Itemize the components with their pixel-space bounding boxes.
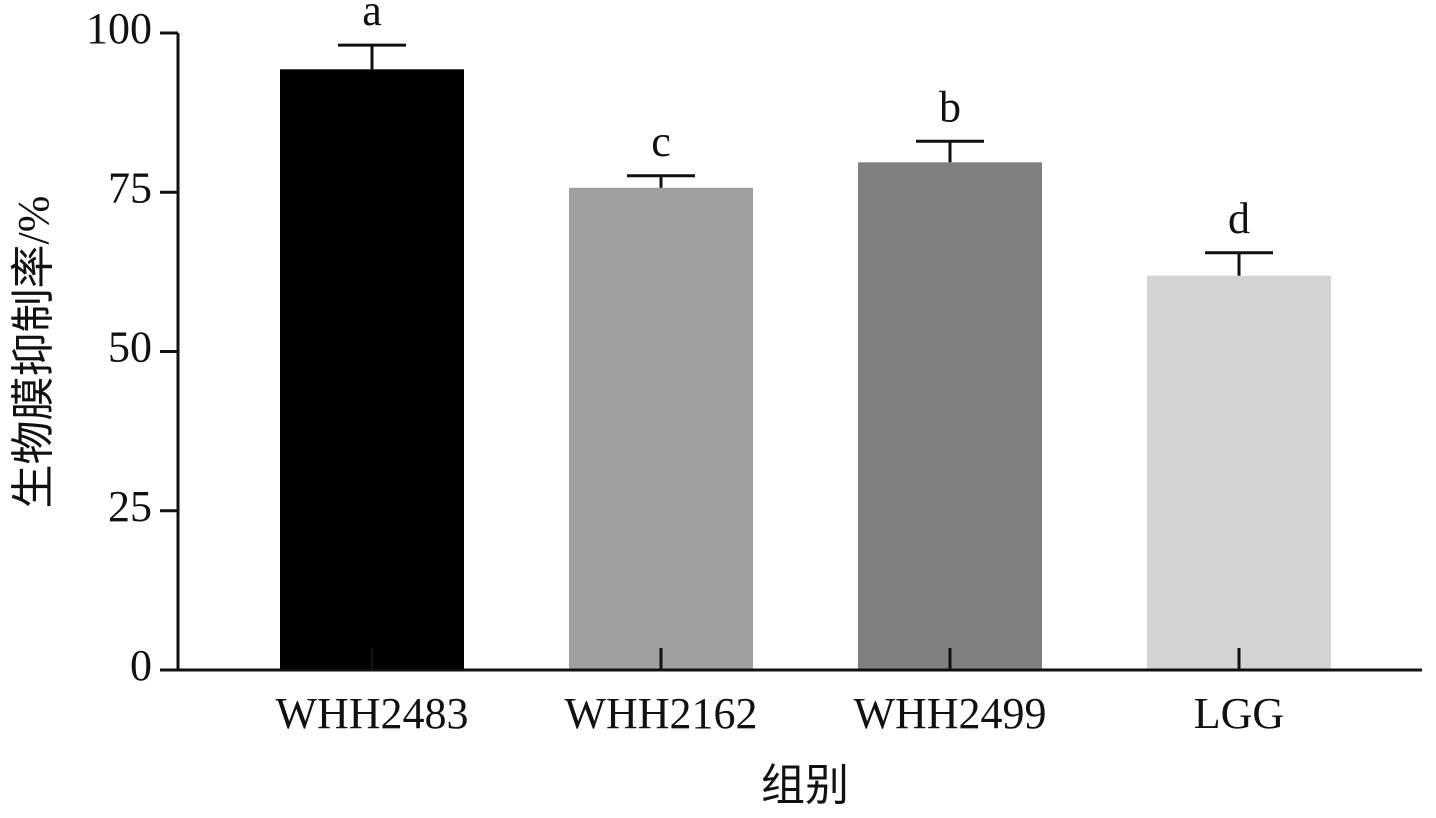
x-tick-label: WHH2162 [564,689,757,738]
bar [1147,275,1331,670]
x-tick-label: WHH2483 [275,689,468,738]
bar [858,162,1042,670]
y-tick-label: 50 [108,323,152,372]
y-tick-label: 0 [130,641,152,690]
significance-label: c [651,117,671,166]
x-tick-label: WHH2499 [853,689,1046,738]
y-tick-label: 25 [108,482,152,531]
bar [569,187,753,670]
x-tick-label: LGG [1194,689,1284,738]
y-axis-title: 生物膜抑制率/% [9,196,58,509]
x-axis-title: 组别 [761,761,849,810]
significance-label: a [362,0,382,35]
bar [280,69,464,670]
significance-label: d [1228,194,1250,243]
significance-label: b [939,82,961,131]
y-tick-label: 75 [108,163,152,212]
y-tick-label: 100 [86,4,152,53]
